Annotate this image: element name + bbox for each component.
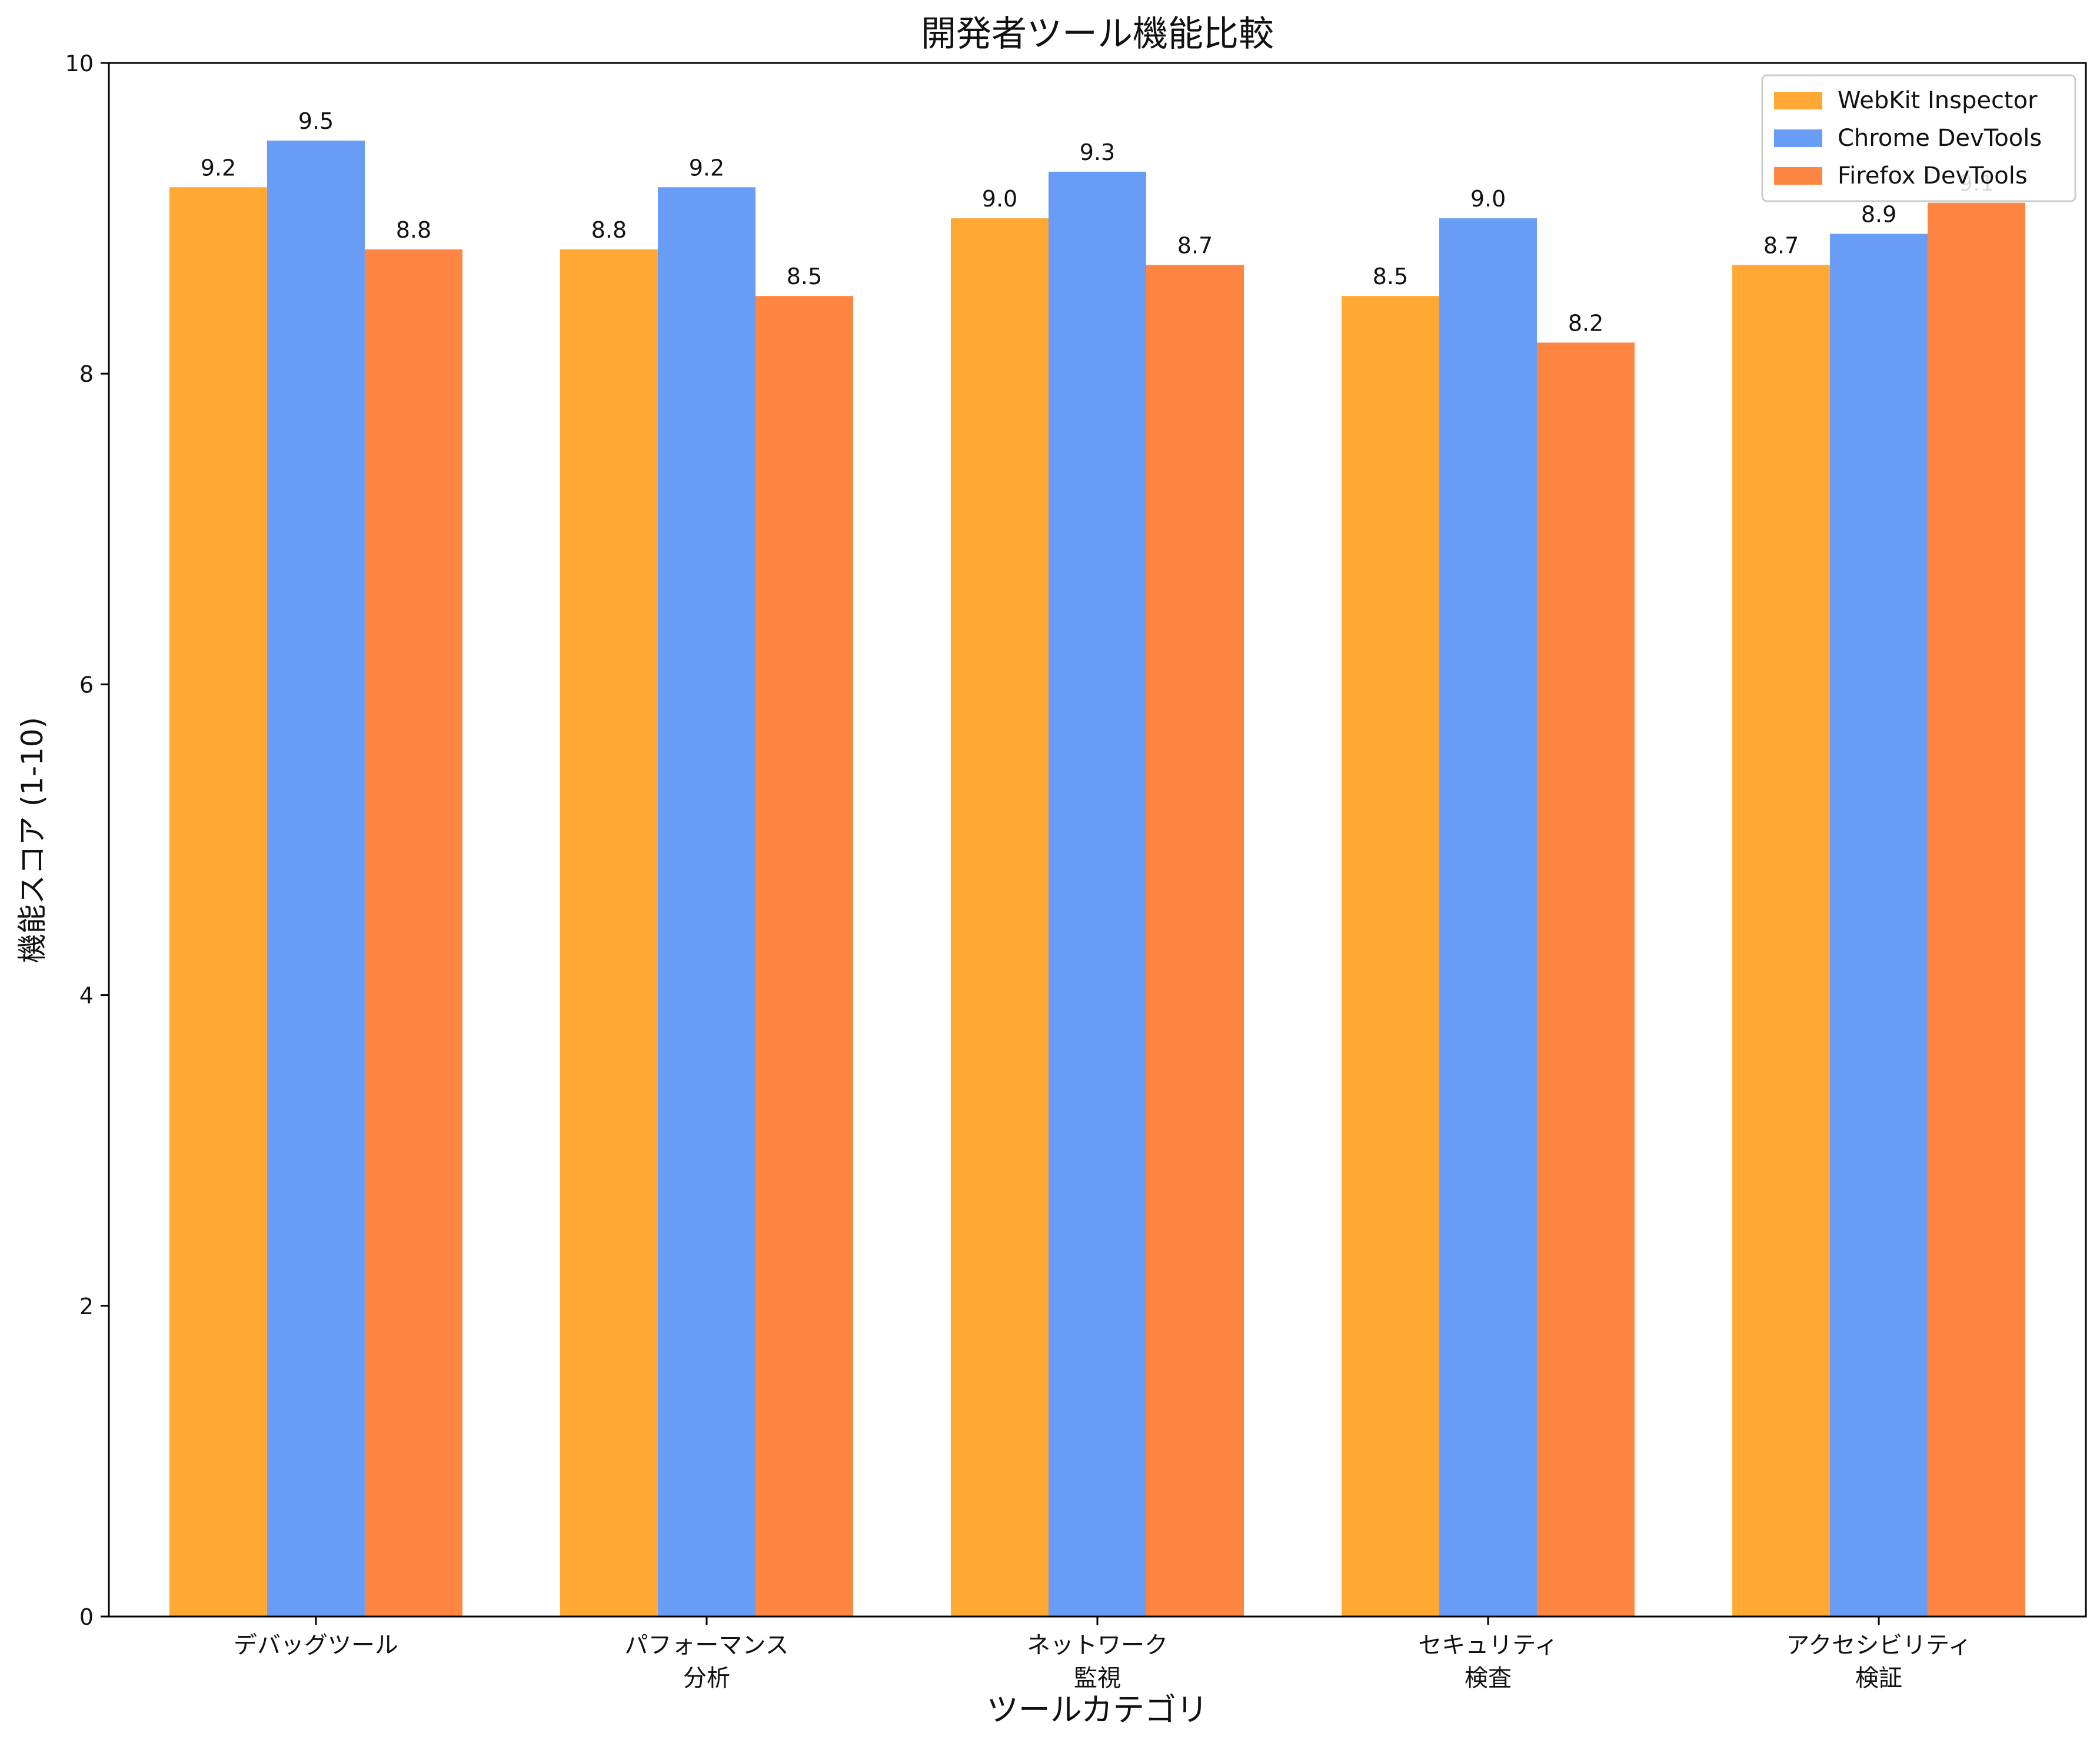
bar	[1537, 342, 1635, 1617]
legend-swatch	[1774, 129, 1822, 147]
y-tick-label: 6	[79, 672, 94, 698]
x-tick-label: デバッグツール	[234, 1632, 398, 1659]
bar	[1342, 296, 1440, 1617]
legend-box	[1761, 74, 2076, 202]
bar-value-label: 9.2	[201, 155, 236, 181]
x-tick-label-line: 分析	[683, 1665, 730, 1692]
x-axis-label: ツールカテゴリ	[987, 1691, 1208, 1728]
x-tick-label-line: ネットワーク	[1027, 1632, 1168, 1659]
bar-value-label: 8.5	[1373, 264, 1408, 289]
legend-label: Firefox DevTools	[1838, 162, 2028, 189]
bar	[1732, 265, 1831, 1617]
x-tick-label-line: アクセシビリティ	[1786, 1632, 1972, 1659]
legend-swatch	[1774, 92, 1822, 109]
x-tick-label: セキュリティ検査	[1418, 1632, 1558, 1692]
x-tick-label-line: 検査	[1465, 1665, 1512, 1692]
y-axis-label: 機能スコア (1-10)	[15, 717, 49, 963]
bar	[560, 249, 658, 1617]
bar	[657, 187, 756, 1617]
bar	[267, 141, 365, 1617]
bar-value-label: 9.3	[1080, 139, 1115, 165]
bar-value-label: 8.2	[1568, 310, 1603, 336]
bar-value-label: 8.8	[591, 217, 627, 243]
bar	[364, 249, 462, 1617]
x-tick-label-line: デバッグツール	[234, 1632, 398, 1659]
legend-label: Chrome DevTools	[1838, 125, 2042, 152]
bar-value-label: 8.9	[1861, 202, 1896, 228]
bar	[169, 187, 267, 1617]
bar	[1830, 234, 1928, 1617]
y-tick-label: 10	[65, 51, 94, 76]
x-tick-label-line: パフォーマンス	[624, 1632, 788, 1659]
chart-title: 開発者ツール機能比較	[921, 14, 1274, 55]
bar-value-label: 9.0	[1470, 186, 1506, 212]
y-tick-label: 4	[79, 983, 94, 1009]
bar-value-label: 8.8	[396, 217, 431, 243]
x-tick-label-line: セキュリティ	[1418, 1632, 1558, 1659]
legend-label: WebKit Inspector	[1838, 87, 2038, 114]
bar	[1048, 171, 1147, 1617]
bar-value-label: 9.5	[298, 108, 334, 134]
bar-value-label: 8.7	[1177, 232, 1213, 258]
x-tick-label: ネットワーク監視	[1027, 1632, 1168, 1692]
bar-value-label: 9.0	[982, 186, 1017, 212]
plot-area: 9.2 8.8 9.0 8.5 8.7 9.5 9.2 9.3 9.0 8.9 8.8 8.5 8.7 8…	[65, 51, 2087, 1692]
x-tick-label: アクセシビリティ検証	[1786, 1632, 1972, 1692]
bar	[1146, 265, 1244, 1617]
bar	[1928, 202, 2026, 1617]
y-tick-label: 0	[79, 1604, 94, 1630]
bar-value-label: 9.2	[689, 155, 724, 181]
bar-value-label: 8.5	[787, 264, 822, 289]
bar	[755, 296, 853, 1617]
bar	[950, 218, 1049, 1617]
legend-swatch	[1774, 167, 1822, 185]
bar-value-label: 8.7	[1763, 232, 1799, 258]
legend: WebKit Inspector Chrome DevTools Firefox D…	[1761, 74, 2076, 202]
x-tick-label: パフォーマンス分析	[624, 1632, 788, 1692]
bar	[1439, 218, 1537, 1617]
y-tick-label: 2	[79, 1294, 94, 1319]
x-tick-label-line: 検証	[1855, 1665, 1902, 1692]
y-tick-label: 8	[79, 361, 94, 387]
x-tick-label-line: 監視	[1074, 1665, 1121, 1692]
